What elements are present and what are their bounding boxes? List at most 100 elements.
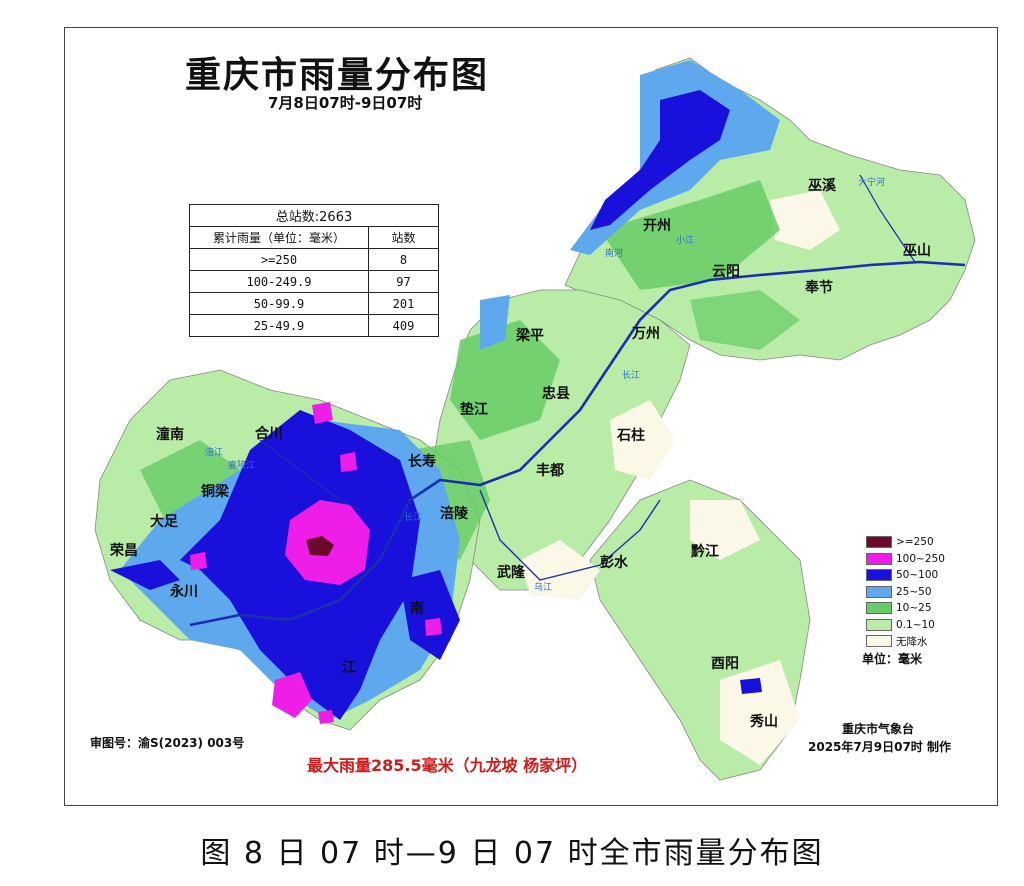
map-rain-50-100 bbox=[740, 678, 762, 694]
total-stations: 总站数:2663 bbox=[189, 204, 439, 227]
map-rain-25-50 bbox=[480, 295, 510, 350]
rain-legend: >=250 100~250 50~100 25~50 10~25 0.1~10 … bbox=[866, 534, 945, 650]
label-daning: 大宁河 bbox=[858, 176, 885, 188]
label-changshou: 长寿 bbox=[408, 453, 436, 470]
map-norain-patch bbox=[690, 500, 760, 560]
range-cell: >=250 bbox=[189, 248, 369, 271]
legend-item: 无降水 bbox=[866, 633, 945, 650]
legend-label: 无降水 bbox=[896, 635, 928, 648]
label-liangping: 梁平 bbox=[515, 327, 544, 344]
legend-item: >=250 bbox=[866, 534, 945, 551]
label-yongchuan: 永川 bbox=[169, 583, 198, 600]
table-row: 25-49.9 409 bbox=[189, 314, 439, 337]
label-xiushan: 秀山 bbox=[749, 713, 778, 730]
map-rain-over-250 bbox=[306, 536, 334, 556]
col-header-rain: 累计雨量（单位：毫米） bbox=[189, 226, 369, 249]
legend-swatch bbox=[866, 585, 892, 598]
legend-swatch bbox=[866, 618, 892, 631]
label-shizhu: 石柱 bbox=[616, 427, 645, 444]
table-row: 累计雨量（单位：毫米） 站数 bbox=[189, 226, 439, 249]
label-zhongxian: 忠县 bbox=[542, 386, 570, 402]
legend-label: 10~25 bbox=[896, 602, 932, 615]
range-cell: 50-99.9 bbox=[189, 292, 369, 315]
label-kaizhou: 开州 bbox=[643, 218, 671, 234]
map-rain-100-250 bbox=[312, 402, 333, 424]
map-rain-10-25 bbox=[450, 320, 560, 440]
map-rain-100-250 bbox=[340, 452, 357, 472]
table-row: 50-99.9 201 bbox=[189, 292, 439, 315]
label-fengdu: 丰都 bbox=[536, 462, 564, 479]
label-tongnan: 潼南 bbox=[156, 426, 184, 443]
legend-item: 10~25 bbox=[866, 600, 945, 617]
map-rain-100-250 bbox=[272, 672, 312, 718]
legend-item: 0.1~10 bbox=[866, 617, 945, 634]
legend-label: 0.1~10 bbox=[896, 618, 935, 631]
label-fuling: 涪陵 bbox=[440, 505, 469, 522]
legend-label: 50~100 bbox=[896, 569, 939, 582]
unit-label: 单位：毫米 bbox=[862, 652, 923, 666]
river-daning bbox=[859, 174, 916, 263]
count-cell: 8 bbox=[368, 248, 439, 271]
label-wuxi: 巫溪 bbox=[808, 177, 837, 194]
label-wanzhou: 万州 bbox=[631, 326, 660, 342]
map-rain-50-100 bbox=[590, 90, 730, 230]
river-jialing bbox=[259, 439, 361, 511]
map-rain-100-250 bbox=[425, 618, 442, 636]
label-nanchuan: 南 bbox=[410, 600, 424, 617]
legend-swatch bbox=[866, 569, 892, 582]
legend-item: 50~100 bbox=[866, 567, 945, 584]
map-rain-50-100 bbox=[400, 570, 460, 660]
label-qijiang: 江 bbox=[342, 659, 356, 676]
map-norain-patch bbox=[520, 540, 600, 600]
count-cell: 201 bbox=[368, 292, 439, 315]
legend-label: 100~250 bbox=[896, 552, 945, 565]
legend-label: 25~50 bbox=[896, 585, 932, 598]
legend-swatch bbox=[866, 602, 892, 615]
label-youyang: 酉阳 bbox=[711, 656, 739, 672]
label-wujiang: 乌江 bbox=[534, 581, 552, 593]
label-tongliang: 铜梁 bbox=[201, 483, 230, 500]
review-number: 审图号：渝S(2023) 003号 bbox=[90, 736, 245, 750]
map-rain-10-25 bbox=[600, 180, 780, 290]
agency-name: 重庆市气象台 bbox=[842, 722, 915, 736]
river-changjiang bbox=[189, 260, 966, 627]
label-yunyang: 云阳 bbox=[712, 264, 740, 280]
map-rain-100-250 bbox=[190, 552, 207, 570]
range-cell: 100-249.9 bbox=[189, 270, 369, 293]
legend-item: 25~50 bbox=[866, 584, 945, 601]
map-rain-10-25 bbox=[690, 290, 800, 350]
map-title: 重庆市雨量分布图 bbox=[185, 54, 490, 96]
table-row: >=250 8 bbox=[189, 248, 439, 271]
label-dianjiang: 垫江 bbox=[460, 401, 488, 418]
label-fujiang: 涪江 bbox=[205, 446, 223, 458]
legend-swatch bbox=[866, 536, 892, 549]
label-changjiang-w: 长江 bbox=[404, 511, 422, 523]
label-fengjie: 奉节 bbox=[805, 279, 833, 296]
map-rain-50-100 bbox=[110, 560, 180, 590]
made-time: 2025年7月9日07时 制作 bbox=[808, 740, 951, 754]
label-wulong: 武隆 bbox=[497, 564, 526, 581]
map-rain-100-250 bbox=[318, 710, 334, 724]
label-nanhe: 南河 bbox=[605, 247, 623, 259]
map-norain-patch bbox=[770, 190, 840, 250]
map-subtitle: 7月8日07时-9日07时 bbox=[268, 94, 423, 112]
count-cell: 97 bbox=[368, 270, 439, 293]
max-rain-note: 最大雨量285.5毫米（九龙坡 杨家坪） bbox=[307, 756, 588, 775]
label-jialing: 嘉陵江 bbox=[228, 459, 255, 471]
map-norain-patch bbox=[720, 660, 800, 765]
legend-item: 100~250 bbox=[866, 551, 945, 568]
river-wujiang bbox=[479, 489, 661, 581]
col-header-count: 站数 bbox=[368, 226, 439, 249]
label-qianjiang: 黔江 bbox=[691, 543, 719, 560]
label-changjiang-ne: 长江 bbox=[622, 369, 640, 381]
label-hechuan: 合川 bbox=[255, 425, 283, 442]
label-xiaojiang: 小江 bbox=[676, 235, 694, 246]
table-row: 总站数:2663 bbox=[189, 204, 439, 227]
label-wushan: 巫山 bbox=[903, 243, 931, 259]
map-norain-patch bbox=[610, 400, 675, 480]
legend-swatch bbox=[866, 635, 892, 648]
label-rongchang: 荣昌 bbox=[109, 542, 138, 559]
range-cell: 25-49.9 bbox=[189, 314, 369, 337]
figure-caption: 图 8 日 07 时—9 日 07 时全市雨量分布图 bbox=[200, 836, 824, 871]
station-stats-table: 总站数:2663 累计雨量（单位：毫米） 站数 >=250 8 100-249.… bbox=[189, 204, 439, 337]
